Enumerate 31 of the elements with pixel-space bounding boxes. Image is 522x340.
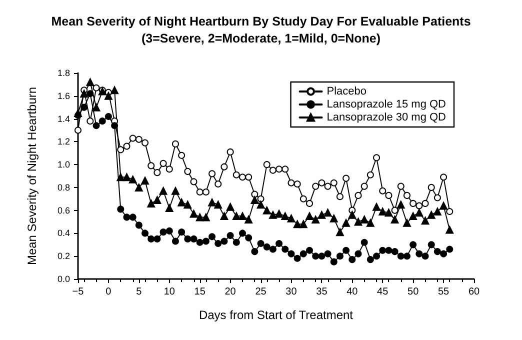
y-tick-label: 0.8: [57, 182, 70, 192]
chart-subtitle: (3=Severe, 2=Moderate, 1=Mild, 0=None): [142, 32, 380, 46]
y-tick-label: 0.6: [57, 205, 70, 216]
y-tick-label: 0.2: [57, 251, 70, 262]
x-tick-label: 10: [164, 286, 176, 298]
chart-title: Mean Severity of Night Heartburn By Study Day For Evaluable Patients: [51, 14, 471, 28]
x-tick-label: 40: [346, 286, 358, 298]
x-tick-label: 60: [468, 286, 480, 298]
x-tick-label: 25: [255, 286, 267, 298]
y-tick-label: 1.4: [57, 114, 70, 124]
x-tick-label: −5: [72, 286, 84, 298]
x-tick-label: 45: [377, 286, 389, 298]
x-tick-label: 30: [286, 286, 298, 298]
x-tick-label: 20: [224, 286, 236, 298]
legend-label: Lansoprazole 30 mg QD: [326, 112, 446, 124]
x-tick-label: 50: [408, 286, 420, 298]
x-tick-label: 35: [316, 286, 328, 298]
legend-label: Placebo: [326, 86, 367, 98]
y-tick-label: 0.0: [57, 274, 70, 284]
x-tick-label: 0: [106, 286, 112, 298]
legend-label: Lansoprazole 15 mg QD: [326, 98, 446, 110]
y-tick-label: 1.8: [57, 68, 70, 78]
x-tick-label: 15: [194, 286, 206, 298]
x-tick-label: 5: [136, 286, 142, 298]
y-tick-label: 1.2: [57, 136, 70, 147]
x-tick-label: 55: [438, 286, 450, 298]
y-tick-label: 1.0: [57, 160, 70, 170]
y-axis-title: Mean Severity of Night Heartburn: [25, 86, 39, 266]
y-tick-label: 1.6: [57, 90, 70, 101]
x-axis-title: Days from Start of Treatment: [198, 308, 354, 322]
y-tick-label: 0.4: [57, 228, 70, 238]
